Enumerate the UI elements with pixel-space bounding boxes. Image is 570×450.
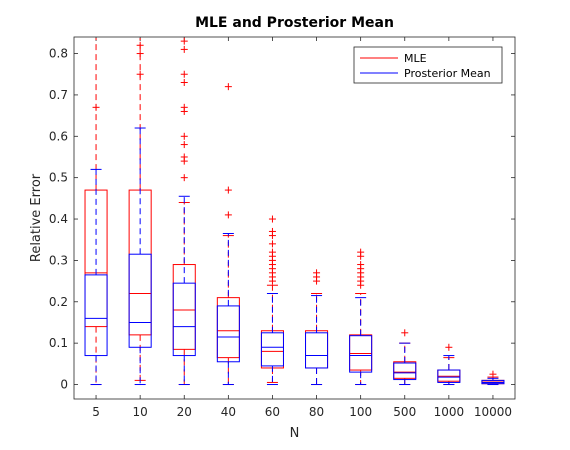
outlier-marker — [224, 186, 232, 194]
x-tick-label: 500 — [393, 405, 416, 419]
box-posterior-500 — [393, 342, 417, 386]
outlier-marker — [268, 240, 276, 248]
outlier-marker — [401, 329, 409, 337]
y-tick-label: 0.5 — [49, 171, 68, 185]
outlier-marker — [92, 103, 100, 111]
box-body — [393, 362, 417, 381]
outlier-marker — [180, 141, 188, 149]
legend-box — [353, 46, 503, 84]
y-tick-label: 0.2 — [49, 295, 68, 309]
box-body — [349, 335, 373, 373]
y-tick-label: 0.4 — [49, 212, 68, 226]
outlier-marker — [180, 45, 188, 53]
box-series — [84, 37, 505, 386]
box-posterior-20 — [172, 195, 196, 386]
outlier-marker — [136, 41, 144, 49]
outlier-marker — [180, 157, 188, 165]
y-tick-label: 0.7 — [49, 88, 68, 102]
box-body — [260, 332, 284, 367]
box-posterior-60 — [260, 293, 284, 386]
box-posterior-100 — [349, 297, 373, 386]
legend-label-posterior: Prosterior Mean — [404, 67, 491, 80]
box-posterior-80 — [305, 295, 329, 386]
outlier-marker — [224, 83, 232, 91]
outlier-marker — [268, 232, 276, 240]
chart-title: MLE and Prosterior Mean — [195, 15, 394, 31]
box-body — [216, 305, 240, 363]
axes-background — [74, 37, 515, 399]
outlier-marker — [489, 370, 497, 378]
legend-label-mle: MLE — [404, 52, 427, 65]
y-axis-label: Relative Error — [29, 173, 44, 262]
y-tick-label: 0 — [60, 378, 68, 392]
x-tick-label: 5 — [92, 405, 100, 419]
box-posterior-10000 — [481, 377, 505, 386]
outlier-marker — [136, 50, 144, 58]
axes-frame — [73, 36, 516, 400]
axis-ticks: 0 0.1 0.2 0.3 0.4 0.5 0.6 0.7 0.8 5 10 20 40 60 80 100 5… — [49, 37, 515, 419]
outlier-marker — [180, 37, 188, 45]
x-tick-label: 1000 — [434, 405, 465, 419]
outlier-marker — [180, 79, 188, 87]
y-tick-label: 0.3 — [49, 253, 68, 267]
x-tick-label: 10000 — [474, 405, 512, 419]
outlier-marker — [445, 343, 453, 351]
outlier-marker — [268, 277, 276, 285]
x-tick-label: 10 — [133, 405, 148, 419]
x-axis-label: N — [290, 426, 300, 441]
outlier-marker — [180, 70, 188, 78]
x-tick-label: 40 — [221, 405, 236, 419]
box-posterior-40 — [216, 233, 240, 386]
outlier-marker — [357, 281, 365, 289]
x-tick-label: 100 — [349, 405, 372, 419]
outlier-marker — [180, 174, 188, 182]
outlier-marker — [180, 132, 188, 140]
box-posterior-10 — [128, 127, 152, 386]
outlier-marker — [136, 70, 144, 78]
outlier-marker — [313, 277, 321, 285]
legend: MLE Prosterior Mean — [353, 46, 503, 84]
box-posterior-5 — [84, 168, 108, 386]
y-tick-label: 0.1 — [49, 336, 68, 350]
box-body — [84, 274, 108, 357]
box-body — [128, 253, 152, 348]
outlier-marker — [180, 107, 188, 115]
x-tick-label: 20 — [177, 405, 192, 419]
box-posterior-1000 — [437, 355, 461, 386]
box-body — [172, 282, 196, 357]
box-body — [437, 369, 461, 383]
box-body — [305, 332, 329, 369]
outlier-marker — [357, 252, 365, 260]
y-tick-label: 0.8 — [49, 47, 68, 61]
x-tick-label: 60 — [265, 405, 280, 419]
outlier-marker — [224, 211, 232, 219]
outlier-marker — [268, 215, 276, 223]
y-tick-label: 0.6 — [49, 129, 68, 143]
x-tick-label: 80 — [309, 405, 324, 419]
